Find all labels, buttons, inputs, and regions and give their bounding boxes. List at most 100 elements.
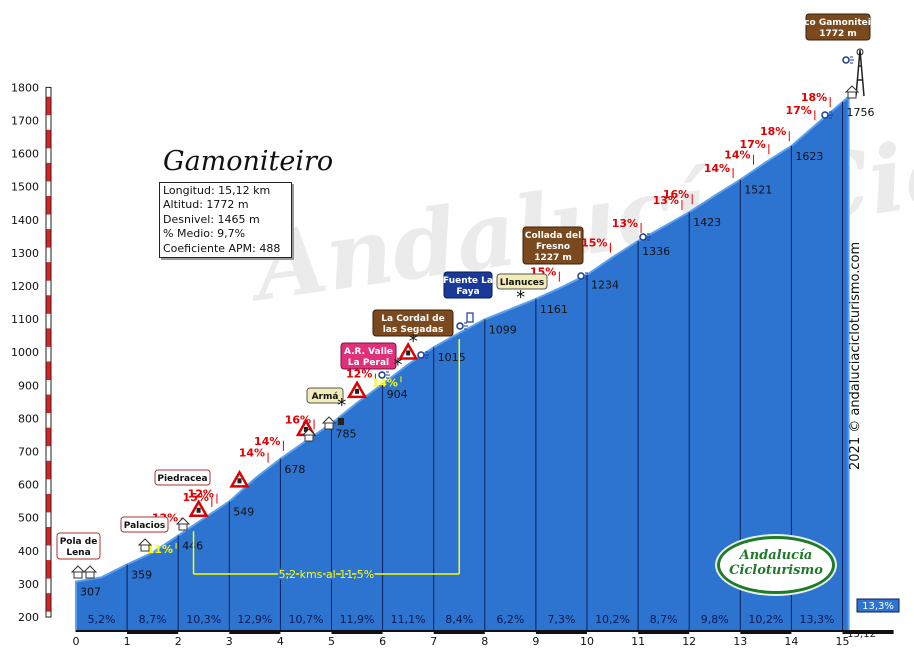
gradient-marker-label: 13% xyxy=(612,217,638,230)
gradient-marker-label: 18% xyxy=(760,125,786,138)
y-tick-label: 1700 xyxy=(11,115,39,128)
place-label: Fuente La Faya xyxy=(443,271,493,299)
gradient-marker-label: 14% xyxy=(239,447,265,460)
gradient-marker: 17% xyxy=(785,104,816,121)
y-tick-label: 1500 xyxy=(11,181,39,194)
place-label-text: La Cordal de las Segadas xyxy=(381,314,444,335)
andalucia-cicloturismo-logo: Andalucía Cicloturismo xyxy=(717,536,835,594)
gradient-marker: 14% xyxy=(372,376,402,389)
x-scale-block xyxy=(842,630,894,634)
segment-gradient-label: 10,2% xyxy=(748,613,783,626)
viewpoint-star-icon: * xyxy=(337,395,346,416)
x-tick-label: 3 xyxy=(226,635,233,648)
x-scale-block xyxy=(127,630,179,634)
gradient-marker: 14% xyxy=(239,447,269,463)
place-label: Llanuces xyxy=(496,273,548,290)
x-scale-block xyxy=(331,630,383,634)
elevation-value: 307 xyxy=(80,586,101,599)
place-label-text: A.R. Valle La Peral xyxy=(344,347,393,368)
fountain-icon xyxy=(821,111,833,119)
village-icon xyxy=(175,517,191,531)
gradient-marker: 14% xyxy=(254,435,284,451)
segment-gradient-label: 8,7% xyxy=(139,613,167,626)
elevation-value: 1423 xyxy=(693,216,721,229)
elevation-value: 1336 xyxy=(642,245,670,258)
segment-gradient-label: 11,9% xyxy=(340,613,375,626)
x-end-label: 15,12 xyxy=(847,629,876,640)
fountain-icon xyxy=(417,351,429,359)
stat-elevation-gain: Desnivel: 1465 m xyxy=(163,212,260,226)
y-scale-block xyxy=(46,427,51,447)
elevation-value: 1161 xyxy=(540,303,568,316)
viewpoint-star-icon: * xyxy=(393,354,402,375)
route-title: Gamoniteiro xyxy=(163,146,334,177)
elevation-value: 549 xyxy=(233,505,254,518)
fountain-icon xyxy=(456,322,468,330)
gradient-marker-label: 16% xyxy=(663,188,689,201)
y-tick-label: 1100 xyxy=(11,313,39,326)
x-tick-label: 1 xyxy=(124,635,131,648)
y-scale-block xyxy=(46,96,51,116)
segment-gradient-label: 9,8% xyxy=(701,613,729,626)
village-icon xyxy=(321,416,337,430)
gradient-marker: 14% xyxy=(724,149,755,165)
place-label-text: Pola de Lena xyxy=(60,537,98,558)
segment-gradient-label: 5,2% xyxy=(88,613,116,626)
y-tick-label: 300 xyxy=(18,578,39,591)
place-label-text: Palacios xyxy=(124,521,166,531)
y-scale-block xyxy=(46,162,51,182)
place-label: Collada del Fresno 1227 m xyxy=(522,226,584,265)
elevation-value: 1756 xyxy=(847,106,875,119)
gradient-marker: 18% xyxy=(801,91,831,108)
y-tick-label: 500 xyxy=(18,512,39,525)
gradient-marker: 16% xyxy=(663,188,693,205)
y-scale-block xyxy=(46,195,51,215)
y-scale-block xyxy=(46,361,51,381)
y-tick-label: 1300 xyxy=(11,247,39,260)
fountain-icon xyxy=(842,56,854,64)
gradient-marker-label: 18% xyxy=(801,91,827,104)
y-axis: 200 300 400 500 600 700 800 900 1000 1100 1200 1300… xyxy=(11,81,52,624)
y-scale-block xyxy=(46,560,51,579)
y-scale-block xyxy=(46,295,51,314)
gradient-marker-label: 14% xyxy=(372,376,398,389)
place-label: Armá xyxy=(306,387,344,404)
x-tick-label: 2 xyxy=(175,635,182,648)
village-icon xyxy=(301,428,317,442)
gradient-marker-label: 14% xyxy=(704,162,730,175)
y-scale-block xyxy=(46,493,51,513)
y-scale-block xyxy=(46,129,51,149)
y-tick-label: 1000 xyxy=(11,346,39,359)
village-icon xyxy=(137,538,153,552)
gradient-marker-label: 13% xyxy=(653,194,679,207)
x-scale-block xyxy=(740,630,792,634)
route-stats-box: Longitud: 15,12 km Altitud: 1772 m Desni… xyxy=(159,182,292,259)
elevation-labels: 307 359 446 549 678 785 904 1015 1099 1161 1234 133… xyxy=(80,106,875,599)
elevation-value: 678 xyxy=(284,463,305,476)
segment-gradient-label: 6,2% xyxy=(496,613,524,626)
x-scale-block xyxy=(433,630,485,634)
gradient-marker: 13% xyxy=(653,194,683,211)
gradient-marker-label: 15% xyxy=(183,491,209,504)
gradient-marker-label: 12% xyxy=(188,488,214,501)
segment-gradient-label: 10,3% xyxy=(186,613,221,626)
fountain-icon xyxy=(639,233,651,241)
gradient-marker-label: 17% xyxy=(740,138,766,151)
elevation-value: 785 xyxy=(336,427,357,440)
place-label-text: Collada del Fresno 1227 m xyxy=(525,231,581,263)
y-scale-block xyxy=(46,394,51,414)
gradient-marker-label: 17% xyxy=(785,104,811,117)
x-tick-label: 10 xyxy=(580,635,594,648)
y-tick-label: 600 xyxy=(18,479,39,492)
gradient-marker: 12% xyxy=(188,488,218,504)
place-labels: Pola de Lena Palacios Piedracea Armá A.R. Val… xyxy=(56,13,881,560)
elevation-value: 1099 xyxy=(489,323,517,336)
elevation-value: 446 xyxy=(182,540,203,553)
steep-warning-icon xyxy=(188,499,209,518)
y-tick-label: 900 xyxy=(18,379,39,392)
y-tick-label: 1600 xyxy=(11,148,39,161)
gradient-marker-label: 14% xyxy=(724,149,750,162)
village-icon xyxy=(70,565,86,579)
